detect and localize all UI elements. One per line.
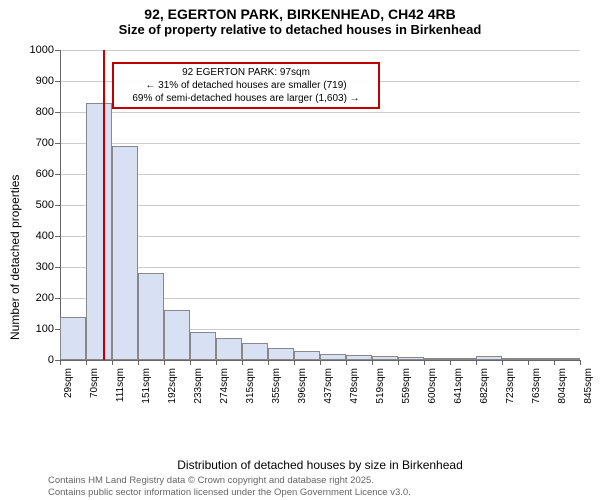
grid-line [60, 236, 580, 237]
x-tick-label: 233sqm [193, 368, 204, 418]
x-tick-label: 763sqm [531, 368, 542, 418]
x-tick-label: 70sqm [89, 368, 100, 418]
x-tick-mark [164, 360, 165, 365]
x-tick-label: 315sqm [245, 368, 256, 418]
y-tick-label: 1000 [14, 44, 54, 56]
x-tick-label: 151sqm [141, 368, 152, 418]
grid-line [60, 143, 580, 144]
y-tick-label: 900 [14, 75, 54, 87]
x-tick-mark [554, 360, 555, 365]
y-tick-label: 600 [14, 168, 54, 180]
histogram-bar [86, 103, 112, 360]
x-tick-mark [372, 360, 373, 365]
histogram-bar [320, 354, 346, 360]
histogram-bar [372, 356, 398, 360]
y-tick-label: 300 [14, 261, 54, 273]
histogram-bar [112, 146, 138, 360]
x-tick-mark [60, 360, 61, 365]
histogram-bar [138, 273, 164, 360]
annotation-box: 92 EGERTON PARK: 97sqm← 31% of detached … [112, 62, 380, 109]
histogram-bar [242, 343, 268, 360]
x-tick-mark [216, 360, 217, 365]
x-tick-label: 478sqm [349, 368, 360, 418]
histogram-bar [502, 358, 528, 360]
x-tick-mark [580, 360, 581, 365]
x-tick-mark [86, 360, 87, 365]
histogram-bar [190, 332, 216, 360]
histogram-bar [528, 358, 554, 360]
histogram-bar [268, 348, 294, 360]
x-tick-mark [190, 360, 191, 365]
x-tick-label: 600sqm [427, 368, 438, 418]
x-tick-mark [424, 360, 425, 365]
histogram-bar [60, 317, 86, 360]
footer-copyright-1: Contains HM Land Registry data © Crown c… [48, 475, 374, 486]
annotation-line-2: ← 31% of detached houses are smaller (71… [118, 79, 374, 92]
histogram-bar [554, 358, 580, 360]
chart-title-sub: Size of property relative to detached ho… [0, 22, 600, 41]
grid-line [60, 267, 580, 268]
x-tick-label: 192sqm [167, 368, 178, 418]
y-axis-line [60, 50, 61, 360]
x-tick-label: 682sqm [479, 368, 490, 418]
x-tick-mark [450, 360, 451, 365]
y-tick-label: 800 [14, 106, 54, 118]
x-tick-label: 355sqm [271, 368, 282, 418]
y-tick-label: 0 [14, 354, 54, 366]
histogram-bar [164, 310, 190, 360]
histogram-bar [476, 356, 502, 360]
x-tick-mark [268, 360, 269, 365]
annotation-line-1: 92 EGERTON PARK: 97sqm [118, 66, 374, 79]
y-tick-label: 500 [14, 199, 54, 211]
x-tick-label: 437sqm [323, 368, 334, 418]
y-tick-label: 100 [14, 323, 54, 335]
x-tick-label: 396sqm [297, 368, 308, 418]
x-tick-mark [398, 360, 399, 365]
x-tick-label: 111sqm [115, 368, 126, 418]
y-tick-label: 400 [14, 230, 54, 242]
x-tick-label: 559sqm [401, 368, 412, 418]
x-axis-label: Distribution of detached houses by size … [60, 458, 580, 472]
footer-copyright-2: Contains public sector information licen… [48, 487, 411, 498]
chart-title-main: 92, EGERTON PARK, BIRKENHEAD, CH42 4RB [0, 0, 600, 22]
x-tick-mark [320, 360, 321, 365]
y-tick-label: 700 [14, 137, 54, 149]
x-tick-label: 804sqm [557, 368, 568, 418]
x-tick-mark [502, 360, 503, 365]
histogram-bar [346, 355, 372, 360]
histogram-bar [216, 338, 242, 360]
y-tick-label: 200 [14, 292, 54, 304]
x-tick-mark [242, 360, 243, 365]
x-tick-label: 845sqm [583, 368, 594, 418]
x-tick-label: 641sqm [453, 368, 464, 418]
histogram-bar [424, 358, 450, 360]
histogram-bar [398, 357, 424, 360]
x-tick-label: 723sqm [505, 368, 516, 418]
grid-line [60, 205, 580, 206]
property-marker-line [103, 50, 105, 360]
x-tick-mark [346, 360, 347, 365]
x-tick-label: 274sqm [219, 368, 230, 418]
chart-container: 92, EGERTON PARK, BIRKENHEAD, CH42 4RB S… [0, 0, 600, 500]
x-tick-mark [138, 360, 139, 365]
grid-line [60, 112, 580, 113]
x-tick-label: 519sqm [375, 368, 386, 418]
x-tick-mark [112, 360, 113, 365]
x-tick-mark [476, 360, 477, 365]
x-tick-mark [528, 360, 529, 365]
annotation-line-3: 69% of semi-detached houses are larger (… [118, 92, 374, 105]
x-tick-mark [294, 360, 295, 365]
plot-area: 0100200300400500600700800900100029sqm70s… [60, 50, 580, 410]
histogram-bar [294, 351, 320, 360]
grid-line [60, 174, 580, 175]
x-tick-label: 29sqm [63, 368, 74, 418]
grid-line [60, 50, 580, 51]
histogram-bar [450, 358, 476, 360]
